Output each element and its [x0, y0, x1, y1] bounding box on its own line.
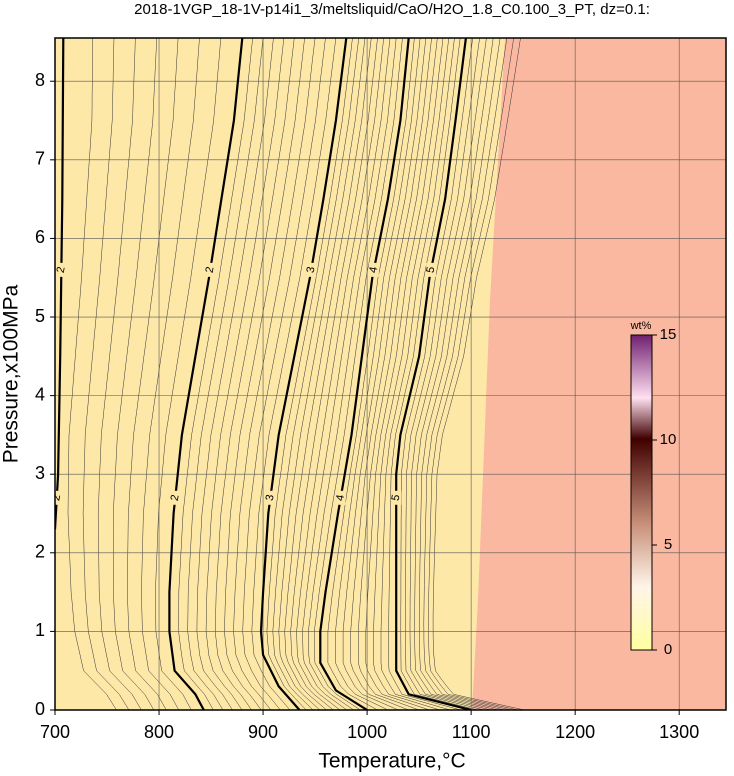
- thin-contour: [251, 38, 337, 710]
- contour-label-bg: [391, 490, 402, 505]
- contour-label-bg: [335, 490, 346, 505]
- thin-contour: [432, 38, 525, 710]
- thin-contour: [224, 38, 305, 710]
- thin-contour: [350, 38, 432, 710]
- thin-contour: [290, 38, 378, 710]
- thin-contour: [365, 38, 444, 710]
- thin-contour: [423, 38, 512, 710]
- contour-label-bg: [56, 262, 67, 277]
- thin-contour: [187, 38, 264, 710]
- x-tick-label: 700: [40, 722, 70, 742]
- thin-contour: [400, 38, 478, 710]
- thin-contour: [335, 38, 421, 710]
- x-tick-label: 1300: [659, 722, 699, 742]
- colorbar: [630, 334, 653, 651]
- contour-label: 2: [204, 266, 217, 274]
- colorbar-label: wt%: [630, 320, 652, 332]
- contour-label-bg: [170, 490, 181, 505]
- thin-contour: [327, 38, 415, 710]
- thin-contour: [414, 38, 498, 710]
- x-tick-label: 1000: [347, 722, 387, 742]
- contour-label: 2: [50, 494, 63, 502]
- contour-line: [395, 38, 472, 710]
- y-tick-label: 5: [35, 306, 45, 326]
- thin-contour: [388, 38, 461, 710]
- y-tick-label: 3: [35, 463, 45, 483]
- thin-contour: [428, 38, 518, 710]
- contour-label: 4: [367, 266, 380, 274]
- thin-contour: [113, 38, 157, 710]
- thin-contour: [358, 38, 438, 710]
- thin-contour: [380, 38, 455, 710]
- thin-contour: [405, 38, 485, 710]
- x-tick-label: 1100: [452, 722, 491, 742]
- contour-label: 2: [55, 266, 68, 274]
- chart-title: 2018-1VGP_18-1V-p14i1_3/meltsliquid/CaO/…: [134, 1, 650, 18]
- thin-contour: [196, 38, 274, 710]
- y-tick-label: 6: [35, 227, 45, 247]
- x-tick-label: 800: [144, 722, 174, 742]
- thin-contour: [272, 38, 360, 710]
- contour-label-bg: [265, 490, 276, 505]
- plot-frame: [54, 37, 727, 711]
- y-tick-label: 0: [35, 699, 45, 719]
- thin-contour: [373, 38, 450, 710]
- contour-label-bg: [368, 262, 379, 277]
- contour-label-bg: [306, 262, 317, 277]
- x-tick-label: 900: [248, 722, 278, 742]
- colorbar-tick-label: 0: [664, 641, 672, 658]
- thin-contour: [266, 38, 353, 710]
- thin-contour: [314, 38, 403, 710]
- contour-line: [319, 38, 410, 710]
- thin-contour: [296, 38, 384, 710]
- colorbar-tick-label: 15: [660, 326, 677, 343]
- low-region: [55, 38, 505, 710]
- thin-contour: [308, 38, 397, 710]
- contour-label: 3: [264, 494, 277, 502]
- thin-contour: [97, 38, 142, 710]
- contour-label-bg: [55, 490, 62, 505]
- thin-contour: [302, 38, 391, 710]
- thin-contour: [127, 38, 179, 710]
- thin-contour: [178, 38, 253, 710]
- thin-contour: [418, 38, 505, 710]
- x-tick-label: 1200: [555, 722, 595, 742]
- contour-line: [259, 38, 348, 710]
- y-tick-label: 4: [35, 384, 45, 404]
- contour-label: 3: [305, 266, 318, 274]
- thin-contour: [67, 38, 117, 710]
- thin-contour: [82, 38, 130, 710]
- colorbar-tick-label: 5: [664, 536, 672, 553]
- thin-contour: [242, 38, 326, 710]
- thin-contour: [214, 38, 295, 710]
- thin-contour: [284, 38, 372, 710]
- x-axis-label: Temperature,°C: [318, 750, 465, 773]
- colorbar-tick-label: 10: [660, 431, 677, 448]
- y-tick-label: 2: [35, 542, 45, 562]
- y-axis-label: Pressure,x100MPa: [0, 284, 23, 463]
- thin-contour: [155, 38, 222, 710]
- y-tick-label: 7: [35, 149, 45, 169]
- thin-contour: [233, 38, 316, 710]
- thin-contour: [278, 38, 366, 710]
- contour-label: 5: [425, 266, 438, 274]
- contour-label: 2: [169, 494, 182, 502]
- y-tick-label: 8: [35, 70, 45, 90]
- contour-label: 5: [390, 494, 403, 502]
- thin-contour: [342, 38, 427, 710]
- contour-label: 4: [334, 494, 347, 502]
- thin-contour: [205, 38, 285, 710]
- contour-label-bg: [426, 262, 437, 277]
- y-tick-label: 1: [35, 620, 45, 640]
- contour-line: [168, 38, 244, 710]
- contour-label-bg: [205, 262, 216, 277]
